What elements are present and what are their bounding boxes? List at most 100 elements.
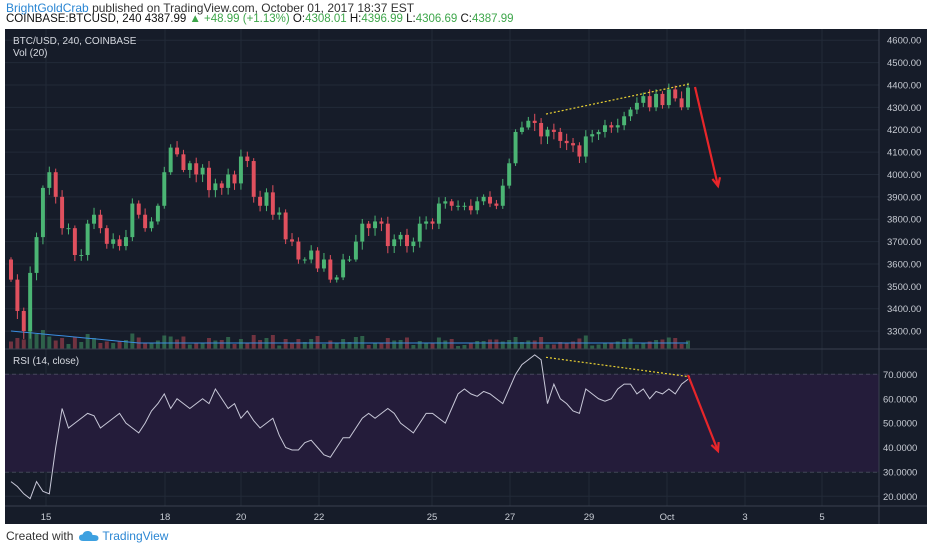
candle-body	[162, 172, 167, 206]
tradingview-logo[interactable]: TradingView	[79, 529, 168, 543]
candle-body	[232, 174, 237, 184]
price-tick-label: 4300.00	[887, 103, 921, 114]
volume-bar	[40, 330, 45, 349]
volume-bar	[590, 345, 595, 349]
candle-body	[21, 310, 26, 332]
candle-body	[673, 89, 678, 99]
price-down-arrow-shaft	[693, 86, 720, 187]
candle-body	[526, 120, 531, 128]
volume-bar	[583, 335, 588, 349]
volume-bar	[519, 342, 524, 349]
candle-body	[686, 87, 690, 108]
volume-bar	[290, 343, 294, 349]
volume-bar	[526, 340, 531, 349]
volume-bar	[175, 339, 180, 349]
time-tick-label: Oct	[660, 512, 675, 523]
volume-bar	[72, 337, 77, 349]
footer: Created with TradingView	[6, 529, 168, 543]
candle-body	[98, 214, 103, 229]
candle-body	[590, 134, 595, 137]
candle-body	[334, 277, 339, 280]
volume-bar	[341, 339, 346, 349]
price-trendline	[545, 83, 691, 115]
candle-body	[405, 234, 409, 247]
volume-bar	[609, 342, 614, 349]
volume-bar	[379, 343, 384, 349]
candle-body	[277, 212, 282, 215]
rsi-band	[5, 374, 879, 472]
last-price: 4387.99	[144, 13, 187, 25]
volume-bar	[251, 335, 256, 349]
volume-bar	[232, 344, 237, 349]
volume-bar	[449, 339, 454, 349]
candle-body	[456, 205, 461, 207]
volume-bar	[481, 341, 486, 349]
candle-body	[245, 156, 250, 162]
candle-body	[9, 259, 13, 280]
close-value: 4387.99	[472, 13, 514, 25]
rsi-tick-label: 60.0000	[883, 394, 917, 405]
candle-body	[392, 239, 397, 247]
volume-bar	[628, 338, 633, 349]
candle-body	[207, 167, 211, 191]
author-link[interactable]: BrightGoldCrab	[6, 1, 89, 15]
candle-body	[622, 116, 627, 126]
symbol-label: COINBASE:BTCUSD, 240	[6, 13, 142, 25]
candle-body	[79, 255, 84, 257]
candle-body	[181, 154, 186, 170]
price-tick-label: 3400.00	[887, 304, 921, 315]
volume-bar	[187, 344, 192, 349]
volume-bar	[571, 341, 576, 349]
candle-body	[111, 239, 116, 244]
volume-bar	[475, 341, 480, 349]
candle-body	[634, 102, 639, 110]
candle-body	[60, 196, 65, 229]
candle-body	[72, 228, 77, 256]
volume-ma-line	[10, 330, 688, 344]
volume-bar	[679, 344, 684, 349]
volume-bar	[430, 342, 435, 349]
candle-body	[258, 196, 263, 206]
candle-body	[583, 136, 588, 157]
volume-bar	[411, 345, 416, 349]
volume-bar	[238, 339, 243, 349]
volume-bar	[28, 330, 33, 349]
candle-body	[309, 250, 314, 260]
candle-body	[251, 161, 256, 197]
candle-body	[481, 196, 486, 202]
candle-body	[551, 129, 556, 132]
open-label: O:	[292, 13, 306, 25]
volume-title: Vol (20)	[13, 48, 47, 59]
price-chart[interactable]: 3300.00 3400.00 3500.00 3600.00 3700.00 3800.…	[5, 29, 927, 524]
volume-bar	[15, 338, 20, 349]
candle-body	[360, 223, 365, 242]
time-tick-label: 18	[160, 512, 171, 523]
volume-bar	[647, 341, 652, 349]
candle-body	[488, 196, 492, 204]
volume-bar	[686, 340, 690, 349]
candle-body	[615, 125, 620, 128]
candle-body	[53, 172, 58, 197]
volume-bar	[468, 343, 473, 349]
candle-body	[238, 156, 243, 184]
candle-body	[609, 125, 614, 128]
volume-bar	[296, 339, 301, 349]
candle-body	[430, 221, 435, 224]
volume-bar	[558, 342, 563, 349]
volume-bar	[104, 341, 109, 349]
volume-bar	[66, 344, 71, 349]
volume-bar	[443, 340, 448, 349]
time-tick-label: 27	[505, 512, 516, 523]
candle-body	[411, 241, 416, 247]
volume-bar	[488, 339, 492, 349]
volume-bar	[283, 339, 288, 349]
candle-body	[500, 185, 505, 206]
volume-bar	[9, 341, 13, 349]
candle-body	[596, 131, 601, 135]
rsi-line	[10, 354, 689, 500]
rsi-tick-label: 30.0000	[883, 467, 917, 478]
candle-body	[296, 241, 301, 260]
candle-body	[660, 93, 665, 106]
volume-bar	[596, 344, 601, 349]
candle-body	[564, 140, 569, 144]
